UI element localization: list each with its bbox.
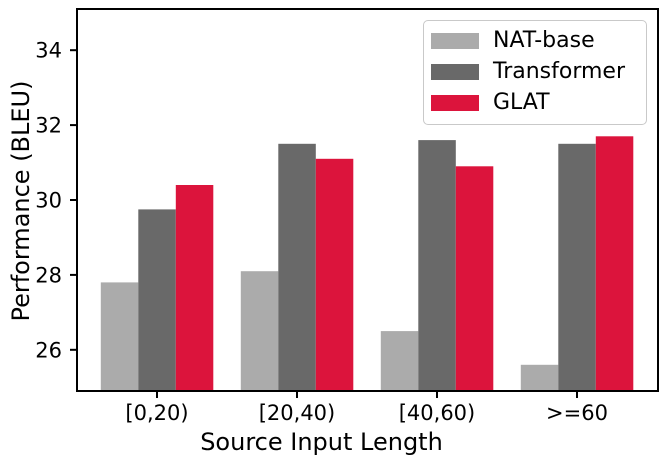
legend-row-nat-base: NAT-base xyxy=(424,27,646,55)
y-tick-label: 30 xyxy=(35,189,62,213)
y-axis-title: Performance (BLEU) xyxy=(7,80,35,322)
bar-glat-0 xyxy=(175,185,214,391)
legend: NAT-base Transformer GLAT xyxy=(423,20,647,125)
bar-nat-base-0 xyxy=(100,282,139,391)
axes-spines xyxy=(76,8,659,392)
y-tick-label: 28 xyxy=(35,263,62,287)
x-axis-title-wrap: Source Input Length xyxy=(0,428,665,456)
legend-swatch-nat-base xyxy=(431,33,479,49)
bar-transformer-1 xyxy=(278,143,316,391)
y-tick-label: 32 xyxy=(35,114,62,138)
x-tick-label: [0,20) xyxy=(125,401,188,425)
bar-nat-base-2 xyxy=(380,331,419,391)
legend-row-transformer: Transformer xyxy=(424,58,646,86)
x-tick-label: [20,40) xyxy=(259,401,336,425)
bar-nat-base-1 xyxy=(240,271,279,391)
y-tick-label: 34 xyxy=(35,39,62,63)
bar-glat-3 xyxy=(595,136,634,391)
legend-label-glat: GLAT xyxy=(493,90,550,115)
bar-transformer-2 xyxy=(418,140,456,391)
legend-label-nat-base: NAT-base xyxy=(493,28,595,53)
bar-glat-2 xyxy=(455,166,494,391)
x-tick-label: [40,60) xyxy=(399,401,476,425)
legend-swatch-glat xyxy=(431,95,479,111)
bar-transformer-0 xyxy=(138,209,176,391)
bar-nat-base-3 xyxy=(520,364,559,391)
legend-label-transformer: Transformer xyxy=(493,59,626,84)
legend-swatch-transformer xyxy=(431,64,479,80)
x-tick-label: >=60 xyxy=(546,401,608,425)
legend-row-glat: GLAT xyxy=(424,89,646,117)
bar-transformer-3 xyxy=(558,143,596,391)
x-axis-title: Source Input Length xyxy=(200,428,443,456)
bar-glat-1 xyxy=(315,158,354,391)
y-tick-label: 26 xyxy=(35,338,62,362)
